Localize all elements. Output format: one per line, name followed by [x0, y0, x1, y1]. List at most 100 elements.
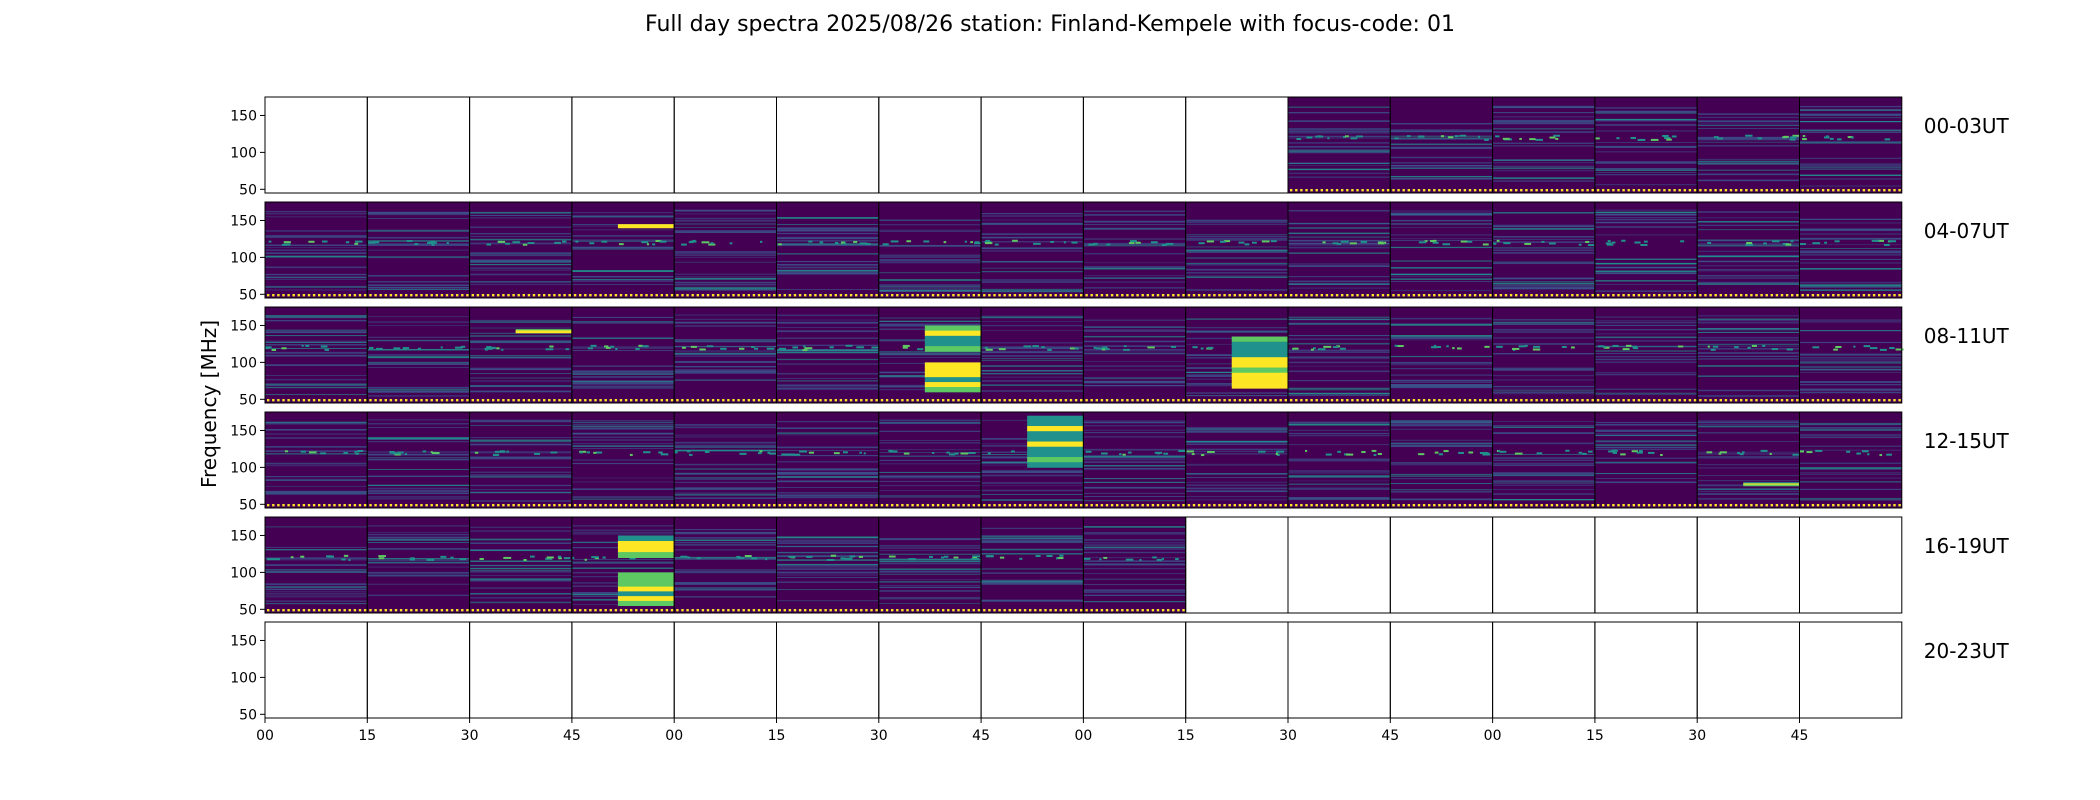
- spectral-line: [1492, 353, 1595, 355]
- spectral-line: [571, 229, 675, 231]
- spectral-line: [1594, 320, 1698, 322]
- signal-dot: [1161, 244, 1167, 247]
- spectral-line: [981, 351, 1084, 354]
- signal-dot: [804, 347, 813, 350]
- y-tick-label: 50: [239, 707, 257, 723]
- spectral-line: [469, 253, 572, 256]
- spectral-line: [981, 215, 1084, 217]
- spectral-line: [571, 365, 675, 367]
- signal-dot: [1458, 451, 1464, 454]
- baseline-marker: [558, 504, 561, 507]
- baseline-marker: [676, 504, 679, 507]
- spectral-line: [1288, 475, 1391, 477]
- signal-dot: [1223, 240, 1231, 243]
- signal-dot: [343, 554, 349, 557]
- baseline-marker: [630, 609, 633, 612]
- baseline-marker: [589, 504, 592, 507]
- spectral-line: [776, 349, 879, 352]
- baseline-marker: [1898, 504, 1901, 507]
- baseline-marker: [1044, 294, 1047, 297]
- baseline-marker: [1729, 189, 1733, 192]
- signal-dot: [629, 557, 636, 560]
- spectral-line: [674, 468, 777, 470]
- baseline-marker: [619, 504, 623, 507]
- spectral-line: [1594, 457, 1698, 459]
- signal-dot: [1771, 348, 1778, 351]
- panel-frame: [571, 96, 675, 194]
- spectral-line: [367, 386, 470, 389]
- baseline-marker: [936, 609, 940, 612]
- baseline-marker: [1560, 399, 1564, 402]
- spectral-line: [1697, 275, 1800, 277]
- spectral-line: [265, 286, 368, 288]
- baseline-marker: [1208, 504, 1211, 507]
- spectral-line: [265, 600, 368, 602]
- spectral-line: [674, 424, 777, 426]
- baseline-marker: [1284, 294, 1287, 297]
- spectral-line: [674, 478, 777, 480]
- spectral-line: [571, 373, 675, 375]
- spectrum-panel: [1697, 307, 1800, 403]
- baseline-marker: [450, 609, 454, 612]
- baseline-marker: [936, 504, 940, 507]
- baseline-marker: [1100, 399, 1104, 402]
- baseline-marker: [701, 294, 705, 297]
- baseline-marker: [1443, 399, 1446, 402]
- signal-dot: [778, 243, 782, 246]
- spectral-line: [367, 561, 470, 564]
- spectral-line: [674, 283, 777, 286]
- spectral-line: [265, 235, 368, 237]
- baseline-marker: [1842, 294, 1845, 297]
- baseline-marker: [696, 399, 699, 402]
- x-tick-label: 30: [1688, 728, 1706, 744]
- spectral-line: [981, 236, 1084, 239]
- spectral-line: [674, 446, 777, 448]
- baseline-marker: [670, 609, 674, 612]
- spectral-line: [265, 379, 368, 381]
- spectrum-panel: [1697, 412, 1800, 508]
- signal-dot: [1166, 242, 1174, 245]
- spectral-line: [571, 443, 675, 445]
- signal-dot: [1643, 240, 1648, 243]
- spectral-line: [981, 346, 1084, 348]
- spectral-line: [1185, 263, 1288, 266]
- baseline-marker: [1740, 504, 1743, 507]
- y-tick-label: 150: [230, 528, 257, 544]
- spectral-line: [1083, 459, 1186, 461]
- baseline-marker: [686, 294, 689, 297]
- signal-dot: [1019, 557, 1023, 560]
- spectral-line: [469, 538, 572, 541]
- spectral-line: [1390, 167, 1493, 170]
- baseline-marker: [1361, 399, 1364, 402]
- spectral-line: [1697, 265, 1800, 267]
- spectral-line: [571, 436, 675, 438]
- signal-dot: [549, 345, 554, 348]
- spectral-line: [1288, 434, 1391, 437]
- baseline-marker: [1571, 504, 1574, 507]
- signal-dot: [699, 348, 706, 351]
- signal-dot: [605, 346, 611, 349]
- spectral-line: [1492, 228, 1595, 230]
- baseline-marker: [711, 504, 715, 507]
- baseline-marker: [1832, 189, 1835, 192]
- signal-dot: [729, 242, 733, 245]
- spectral-line: [1390, 148, 1493, 150]
- baseline-marker: [1545, 399, 1548, 402]
- baseline-marker: [1412, 294, 1416, 297]
- spectral-line: [674, 529, 777, 531]
- baseline-marker: [1064, 294, 1068, 297]
- signal-dot: [769, 452, 778, 455]
- spectral-line: [1799, 267, 1902, 270]
- signal-dot: [1170, 345, 1177, 348]
- spectral-line: [1697, 358, 1800, 360]
- signal-dot: [1373, 454, 1377, 457]
- signal-dot: [595, 451, 603, 454]
- baseline-marker: [609, 504, 612, 507]
- spectral-line: [469, 593, 572, 595]
- signal-dot: [1424, 240, 1428, 243]
- baseline-marker: [573, 609, 577, 612]
- spectral-line: [571, 212, 675, 214]
- baseline-marker: [696, 504, 699, 507]
- signal-dot: [1033, 242, 1041, 245]
- baseline-marker: [471, 609, 474, 612]
